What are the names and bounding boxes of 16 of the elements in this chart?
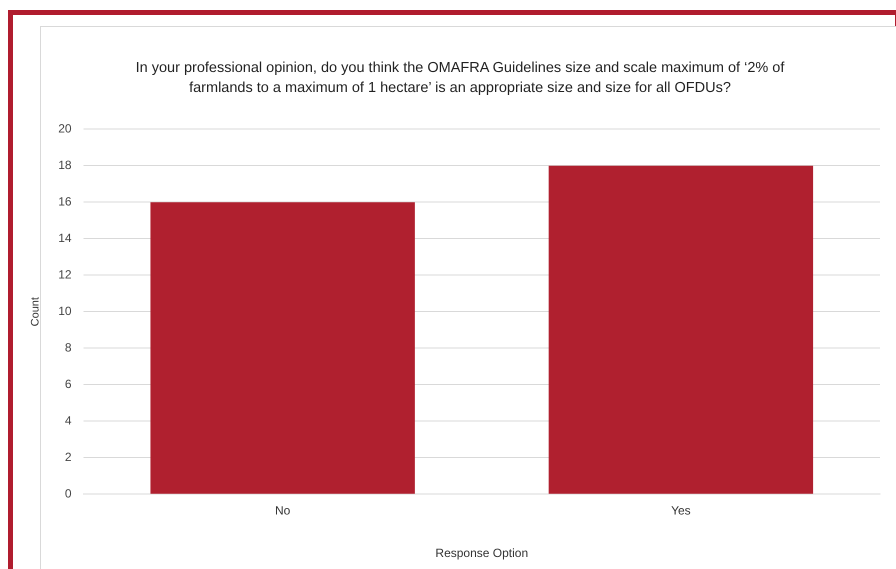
y-tick-label: 2 <box>64 450 72 464</box>
y-tick-label: 4 <box>64 414 72 428</box>
y-tick-label: 6 <box>64 377 72 392</box>
y-tick-label: 10 <box>58 304 72 318</box>
chart-title: In your professional opinion, do you think the OMAFRA Guidelines size and scale maximum of ‘2% of farmlands to a maximum of 1 hectare’ is an appropriate size and size for all OFDUs? <box>134 59 786 98</box>
y-tick-label: 16 <box>58 194 72 209</box>
y-tick-label: 20 <box>58 122 72 136</box>
x-tick-label: Yes <box>671 504 691 518</box>
y-tick-label: 12 <box>58 268 72 282</box>
y-axis-title: Count <box>30 297 42 326</box>
y-tick-label: 14 <box>58 231 72 246</box>
y-tick-label: 18 <box>58 158 72 172</box>
y-tick-label: 8 <box>64 340 72 355</box>
x-axis-title: Response Option <box>435 546 528 560</box>
x-tick-label: No <box>274 504 291 518</box>
y-tick-label: 0 <box>64 486 72 501</box>
